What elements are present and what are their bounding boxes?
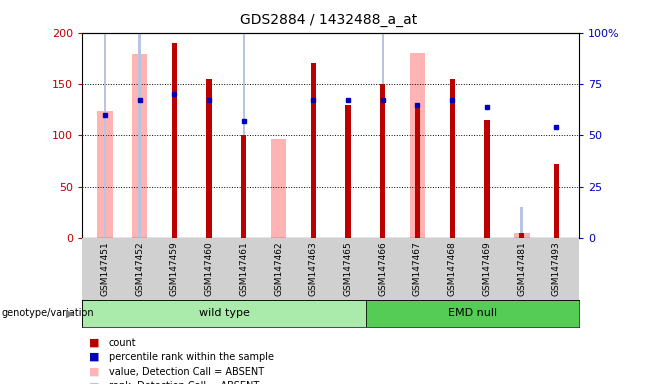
Text: GSM147465: GSM147465	[343, 241, 353, 296]
Bar	[97, 111, 113, 238]
Text: ■: ■	[89, 381, 99, 384]
Text: GSM147463: GSM147463	[309, 241, 318, 296]
Bar	[519, 233, 524, 238]
Bar	[243, 16, 245, 238]
Text: GSM147451: GSM147451	[100, 241, 109, 296]
Text: ■: ■	[89, 367, 99, 377]
Text: GSM147481: GSM147481	[517, 241, 526, 296]
Bar	[382, 33, 384, 238]
Text: GSM147469: GSM147469	[482, 241, 492, 296]
Text: GSM147459: GSM147459	[170, 241, 179, 296]
Text: GSM147462: GSM147462	[274, 241, 283, 296]
Text: GSM147493: GSM147493	[552, 241, 561, 296]
Bar	[415, 104, 420, 238]
Text: genotype/variation: genotype/variation	[1, 308, 94, 318]
Text: EMD null: EMD null	[448, 308, 497, 318]
Bar	[270, 139, 286, 238]
Text: GSM147466: GSM147466	[378, 241, 388, 296]
Text: GSM147461: GSM147461	[240, 241, 248, 296]
Bar	[311, 63, 316, 238]
Bar	[410, 53, 425, 238]
Bar	[132, 54, 147, 238]
Bar	[345, 104, 351, 238]
Bar	[449, 79, 455, 238]
Text: GSM147468: GSM147468	[447, 241, 457, 296]
Text: GDS2884 / 1432488_a_at: GDS2884 / 1432488_a_at	[240, 13, 418, 27]
Bar	[514, 233, 530, 238]
Bar	[103, 0, 106, 238]
Text: GSM147452: GSM147452	[135, 241, 144, 296]
Bar	[82, 300, 366, 327]
Text: count: count	[109, 338, 136, 348]
Text: value, Detection Call = ABSENT: value, Detection Call = ABSENT	[109, 367, 264, 377]
Text: GSM147460: GSM147460	[205, 241, 214, 296]
Bar	[554, 164, 559, 238]
Bar	[138, 0, 141, 238]
Text: wild type: wild type	[199, 308, 249, 318]
Text: percentile rank within the sample: percentile rank within the sample	[109, 352, 274, 362]
Text: rank, Detection Call = ABSENT: rank, Detection Call = ABSENT	[109, 381, 259, 384]
Bar	[207, 79, 212, 238]
Text: GSM147467: GSM147467	[413, 241, 422, 296]
Bar	[380, 84, 386, 238]
Text: ■: ■	[89, 352, 99, 362]
Text: ▶: ▶	[66, 308, 74, 318]
Text: ■: ■	[89, 338, 99, 348]
Bar	[241, 136, 246, 238]
Bar	[484, 120, 490, 238]
Bar	[520, 207, 523, 238]
Bar	[366, 300, 579, 327]
Bar	[172, 43, 177, 238]
